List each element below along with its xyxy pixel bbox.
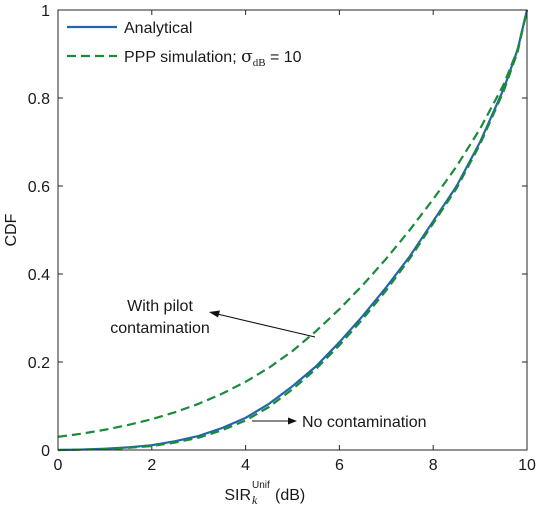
x-axis-label-unit: (dB) — [275, 487, 305, 504]
x-axis-label-superscript: Unif — [252, 480, 270, 491]
annotation-pilot-arrow — [212, 312, 316, 338]
x-tick-label: 8 — [429, 457, 438, 474]
legend-ppp-prefix: PPP simulation; — [124, 49, 241, 66]
x-tick-label: 6 — [335, 457, 344, 474]
series-line-analytical — [57, 9, 529, 452]
annotation-pilot-arrowhead — [209, 310, 220, 318]
y-tick-label: 0.2 — [28, 355, 50, 372]
legend-ppp-suffix: = 10 — [266, 49, 302, 66]
x-tick-label: 10 — [518, 457, 536, 474]
y-tick-label: 0.4 — [28, 267, 50, 284]
x-axis-label: SIR Unif k (dB) — [224, 480, 305, 507]
y-tick-label: 0.8 — [28, 91, 50, 108]
y-axis-label: CDF — [3, 213, 20, 246]
legend-ppp-sigma-sub: dB — [253, 57, 266, 69]
y-tick-label: 1 — [41, 3, 50, 20]
annotations: With pilot contamination No contaminatio… — [110, 298, 426, 431]
annotation-pilot-line1: With pilot — [127, 298, 193, 315]
series-line-ppp-no-contamination — [57, 9, 529, 452]
y-tick-label: 0 — [41, 443, 50, 460]
plot-area-frame — [57, 9, 528, 451]
x-tick-label: 4 — [241, 457, 250, 474]
x-axis-label-main: SIR — [224, 487, 251, 504]
series-layer — [57, 9, 529, 452]
x-tick-label: 0 — [54, 457, 63, 474]
legend-label-ppp: PPP simulation; σdB = 10 — [124, 47, 302, 69]
ticks-layer: 0 2 4 6 8 10 0 0.2 0.4 0.6 0.8 1 — [28, 3, 536, 474]
annotation-nocontam-arrowhead — [288, 417, 297, 425]
x-axis-label-subscript: k — [252, 493, 258, 507]
legend-label-analytical: Analytical — [124, 20, 192, 37]
annotation-no-contamination: No contamination — [302, 414, 427, 431]
x-tick-label: 2 — [147, 457, 156, 474]
y-tick-label: 0.6 — [28, 179, 50, 196]
annotation-pilot-line2: contamination — [110, 320, 210, 337]
series-line-ppp-with-pilot-contamination — [57, 9, 529, 438]
legend: Analytical PPP simulation; σdB = 10 — [67, 20, 302, 69]
legend-ppp-sigma: σ — [241, 47, 253, 67]
